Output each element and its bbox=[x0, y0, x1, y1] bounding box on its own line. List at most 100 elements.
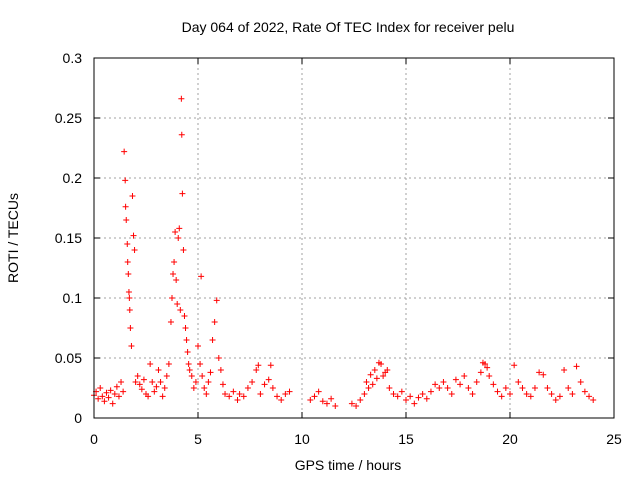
data-point bbox=[519, 385, 526, 391]
data-point bbox=[319, 398, 326, 405]
data-point bbox=[484, 364, 491, 371]
data-point bbox=[118, 379, 125, 385]
data-point bbox=[367, 371, 374, 378]
data-point bbox=[207, 369, 214, 376]
data-point bbox=[123, 217, 130, 223]
x-axis-label: GPS time / hours bbox=[295, 457, 402, 473]
data-point bbox=[432, 381, 439, 388]
data-point bbox=[226, 393, 233, 400]
data-point bbox=[181, 313, 188, 319]
data-point bbox=[197, 361, 204, 367]
data-point bbox=[129, 193, 136, 199]
data-point bbox=[128, 343, 135, 349]
y-tick-label: 0.3 bbox=[63, 50, 83, 66]
data-point bbox=[307, 397, 314, 403]
data-point bbox=[209, 337, 216, 343]
data-point bbox=[361, 391, 368, 397]
data-point bbox=[151, 388, 158, 395]
data-point bbox=[103, 389, 110, 396]
data-point bbox=[427, 388, 434, 395]
data-point bbox=[348, 400, 355, 407]
data-point bbox=[211, 319, 218, 325]
data-point bbox=[234, 397, 241, 403]
data-point bbox=[581, 388, 588, 395]
data-point bbox=[185, 361, 192, 367]
data-point bbox=[556, 393, 563, 400]
data-points bbox=[91, 95, 597, 409]
data-point bbox=[176, 225, 183, 232]
data-point bbox=[394, 393, 401, 400]
data-point bbox=[172, 229, 179, 235]
data-point bbox=[101, 398, 108, 405]
y-axis: 0 0.05 0.1 0.15 0.2 0.25 0.3 bbox=[55, 50, 614, 426]
x-tick-label: 20 bbox=[502, 431, 518, 447]
data-point bbox=[127, 325, 134, 331]
data-point bbox=[353, 403, 360, 409]
data-point bbox=[186, 367, 193, 373]
data-point bbox=[105, 394, 112, 401]
data-point bbox=[390, 391, 397, 397]
data-point bbox=[125, 289, 132, 295]
data-point bbox=[230, 388, 237, 395]
data-point bbox=[515, 379, 522, 385]
data-point bbox=[371, 367, 378, 373]
data-point bbox=[149, 379, 156, 385]
data-point bbox=[179, 190, 186, 197]
data-point bbox=[323, 400, 330, 407]
data-point bbox=[536, 369, 543, 376]
data-point bbox=[126, 295, 133, 301]
data-point bbox=[590, 397, 597, 403]
data-point bbox=[267, 362, 274, 369]
data-point bbox=[411, 400, 418, 407]
data-point bbox=[573, 363, 580, 370]
y-tick-label: 0.05 bbox=[55, 350, 82, 366]
data-point bbox=[124, 241, 131, 247]
data-point bbox=[184, 349, 191, 355]
x-tick-label: 25 bbox=[606, 431, 622, 447]
data-point bbox=[222, 391, 229, 397]
data-point bbox=[136, 381, 143, 388]
data-point bbox=[157, 379, 164, 385]
data-point bbox=[178, 95, 185, 102]
data-point bbox=[511, 362, 518, 369]
data-point bbox=[315, 388, 322, 395]
data-point bbox=[213, 297, 220, 304]
data-point bbox=[586, 393, 593, 400]
data-point bbox=[552, 397, 559, 403]
data-point bbox=[121, 148, 128, 155]
data-point bbox=[473, 379, 480, 385]
data-point bbox=[134, 373, 141, 379]
data-point bbox=[457, 381, 464, 388]
data-point bbox=[201, 385, 208, 391]
data-point bbox=[357, 397, 364, 403]
data-point bbox=[561, 367, 568, 373]
data-point bbox=[205, 379, 212, 385]
data-point bbox=[461, 373, 468, 379]
data-point bbox=[145, 393, 152, 400]
data-point bbox=[131, 247, 138, 253]
data-point bbox=[138, 386, 145, 393]
data-point bbox=[107, 387, 114, 394]
data-point bbox=[183, 337, 190, 343]
data-point bbox=[182, 325, 189, 331]
data-point bbox=[167, 319, 174, 325]
data-point bbox=[215, 355, 222, 361]
data-point bbox=[188, 373, 195, 379]
data-point bbox=[240, 393, 247, 400]
data-point bbox=[236, 391, 243, 397]
data-point bbox=[126, 307, 133, 313]
data-point bbox=[465, 385, 472, 391]
data-point bbox=[523, 391, 530, 397]
data-point bbox=[384, 367, 391, 373]
y-tick-label: 0.15 bbox=[55, 230, 82, 246]
data-point bbox=[130, 232, 137, 239]
y-tick-label: 0.2 bbox=[63, 170, 83, 186]
data-point bbox=[328, 395, 335, 402]
data-point bbox=[198, 273, 205, 280]
data-point bbox=[147, 361, 154, 367]
data-point bbox=[140, 376, 147, 383]
data-point bbox=[97, 385, 104, 391]
data-point bbox=[486, 373, 493, 379]
data-point bbox=[498, 393, 505, 400]
data-point bbox=[265, 376, 272, 383]
